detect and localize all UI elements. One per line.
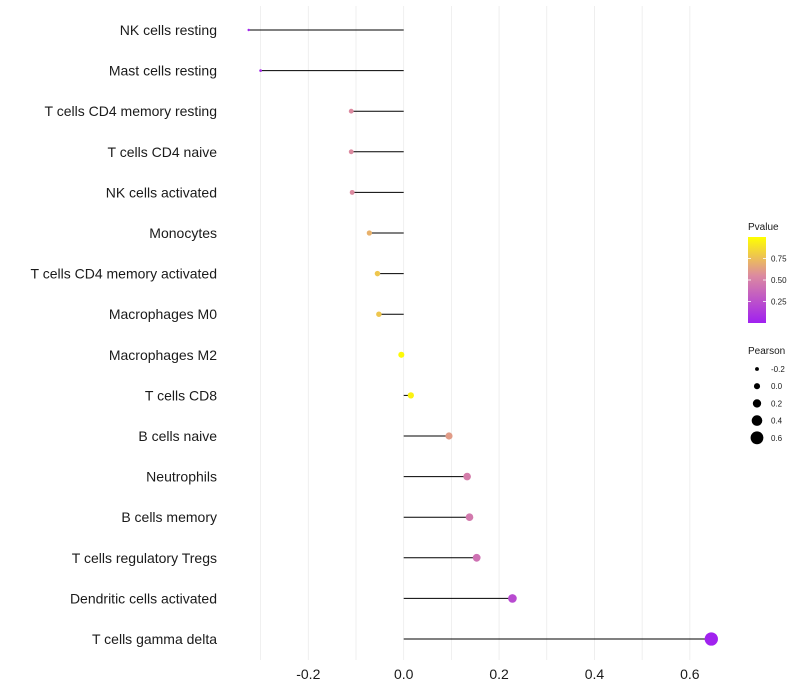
pvalue-colorbar (748, 237, 766, 323)
x-axis-ticks: -0.2 0.0 0.2 0.4 0.6 (296, 666, 700, 682)
category-label: T cells gamma delta (92, 631, 217, 647)
pearson-legend-label: 0.4 (771, 417, 783, 426)
pearson-legend-items: -0.2 0.0 0.2 0.4 0.6 (750, 365, 785, 445)
x-tick-label: 0.2 (489, 666, 509, 682)
category-label: Mast cells resting (109, 63, 217, 79)
pearson-legend-label: 0.0 (771, 382, 783, 391)
category-labels: NK cells resting Mast cells resting T cell… (31, 22, 218, 647)
pvalue-legend: Pvalue 0.25 0.50 0.75 (748, 222, 787, 323)
grid (260, 6, 691, 660)
x-tick-label: 0.0 (394, 666, 414, 682)
lollipop-point (366, 230, 372, 236)
category-label: T cells CD4 naive (108, 144, 218, 160)
category-label: T cells CD4 memory resting (45, 103, 217, 119)
category-label: B cells naive (138, 428, 217, 444)
lollipop-point (348, 108, 354, 114)
lollipop-point (472, 553, 481, 562)
x-tick-label: 0.6 (680, 666, 700, 682)
points (247, 28, 718, 646)
pvalue-legend-title: Pvalue (748, 222, 779, 233)
lollipop-point (348, 149, 354, 155)
category-label: T cells CD4 memory activated (31, 266, 217, 282)
lollipop-point (376, 311, 382, 317)
lollipop-point (463, 472, 471, 481)
category-label: Neutrophils (146, 469, 217, 485)
pearson-legend-dot (752, 399, 762, 408)
pearson-legend-dot (750, 431, 764, 445)
pearson-legend-label: -0.2 (771, 365, 785, 374)
pvalue-legend-label: 0.75 (771, 255, 787, 264)
pearson-legend-label: 0.6 (771, 434, 783, 443)
lollipop-point (508, 594, 517, 603)
pvalue-legend-label: 0.50 (771, 276, 787, 285)
pvalue-legend-ticks: 0.25 0.50 0.75 (748, 255, 787, 307)
lollipop-point (704, 632, 718, 646)
lollipop-point (407, 392, 414, 399)
x-tick-label: 0.4 (585, 666, 605, 682)
stems (248, 29, 712, 640)
pvalue-legend-label: 0.25 (771, 298, 787, 307)
lollipop-point (247, 28, 250, 32)
category-label: T cells CD8 (145, 387, 217, 403)
pearson-legend: Pearson -0.2 0.0 0.2 0.4 0.6 (748, 346, 785, 445)
lollipop-point (465, 513, 474, 522)
category-label: Monocytes (149, 225, 217, 241)
lollipop-point (259, 69, 262, 72)
pearson-legend-title: Pearson (748, 346, 785, 357)
category-label: NK cells activated (106, 184, 217, 200)
pearson-legend-label: 0.2 (771, 399, 783, 408)
category-label: Macrophages M2 (109, 347, 217, 363)
lollipop-point (374, 270, 381, 277)
lollipop-point (445, 432, 453, 440)
lollipop-point (349, 189, 355, 195)
category-label: B cells memory (121, 509, 217, 525)
pearson-legend-dot (753, 383, 761, 390)
pearson-legend-dot (755, 367, 759, 371)
category-label: NK cells resting (120, 22, 217, 38)
lollipop-point (398, 351, 405, 358)
pearson-legend-dot (751, 415, 763, 426)
x-tick-label: -0.2 (296, 666, 320, 682)
category-label: Dendritic cells activated (70, 590, 217, 606)
category-label: Macrophages M0 (109, 306, 217, 322)
category-label: T cells regulatory Tregs (72, 550, 217, 566)
